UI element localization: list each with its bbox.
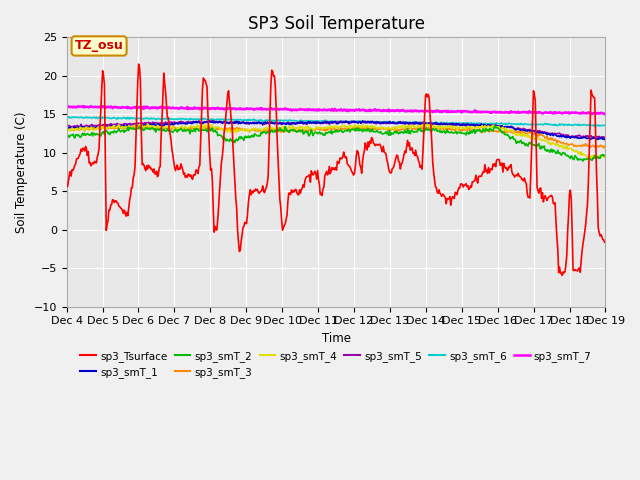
sp3_smT_4 (307, 126, 315, 132)
Line: sp3_smT_2: sp3_smT_2 (67, 126, 605, 161)
sp3_smT_3 (424, 126, 431, 132)
sp3_smT_7 (424, 108, 431, 114)
Line: sp3_smT_1: sp3_smT_1 (67, 121, 605, 140)
sp3_smT_2 (202, 127, 209, 133)
sp3_smT_3 (159, 126, 167, 132)
sp3_Tsurface (159, 94, 167, 99)
sp3_smT_7 (63, 104, 70, 110)
Legend: sp3_Tsurface, sp3_smT_1, sp3_smT_2, sp3_smT_3, sp3_smT_4, sp3_smT_5, sp3_smT_6, : sp3_Tsurface, sp3_smT_1, sp3_smT_2, sp3_… (76, 347, 596, 382)
sp3_smT_5 (202, 120, 209, 125)
Line: sp3_smT_5: sp3_smT_5 (67, 121, 605, 138)
sp3_smT_6 (469, 121, 477, 127)
sp3_smT_1 (63, 125, 70, 131)
sp3_smT_5 (63, 123, 70, 129)
sp3_smT_2 (579, 158, 587, 164)
sp3_smT_5 (424, 121, 431, 127)
Line: sp3_smT_7: sp3_smT_7 (67, 106, 605, 114)
sp3_Tsurface (469, 179, 477, 184)
sp3_Tsurface (602, 239, 609, 244)
sp3_smT_4 (202, 124, 210, 130)
sp3_smT_7 (159, 105, 167, 111)
sp3_smT_5 (158, 120, 166, 126)
Text: TZ_osu: TZ_osu (75, 39, 124, 52)
sp3_smT_3 (602, 143, 609, 148)
sp3_smT_6 (63, 115, 70, 120)
sp3_smT_4 (381, 126, 389, 132)
sp3_smT_6 (381, 119, 389, 125)
Line: sp3_smT_4: sp3_smT_4 (67, 124, 605, 158)
Line: sp3_smT_6: sp3_smT_6 (67, 117, 605, 126)
sp3_smT_6 (307, 118, 315, 124)
sp3_Tsurface (202, 81, 210, 86)
X-axis label: Time: Time (321, 332, 351, 345)
sp3_Tsurface (559, 273, 566, 278)
sp3_smT_6 (65, 114, 72, 120)
sp3_smT_6 (159, 116, 167, 122)
sp3_smT_1 (202, 119, 209, 125)
sp3_smT_4 (469, 125, 477, 131)
sp3_smT_4 (424, 121, 431, 127)
sp3_smT_2 (380, 131, 388, 136)
sp3_smT_3 (600, 145, 607, 151)
sp3_smT_6 (602, 122, 609, 128)
sp3_smT_7 (602, 110, 609, 116)
sp3_smT_1 (158, 121, 166, 127)
sp3_smT_4 (144, 121, 152, 127)
sp3_smT_5 (307, 120, 315, 125)
Y-axis label: Soil Temperature (C): Soil Temperature (C) (15, 111, 28, 233)
sp3_smT_4 (602, 154, 609, 159)
Title: SP3 Soil Temperature: SP3 Soil Temperature (248, 15, 424, 33)
sp3_smT_1 (359, 118, 367, 124)
sp3_smT_2 (491, 123, 499, 129)
sp3_smT_1 (381, 120, 389, 125)
sp3_smT_3 (136, 122, 144, 128)
sp3_smT_5 (590, 135, 598, 141)
sp3_smT_6 (424, 120, 431, 126)
sp3_smT_7 (202, 105, 210, 111)
sp3_smT_3 (202, 126, 210, 132)
sp3_smT_7 (381, 108, 389, 113)
Line: sp3_Tsurface: sp3_Tsurface (67, 64, 605, 276)
sp3_smT_4 (159, 124, 167, 130)
sp3_smT_3 (469, 127, 477, 133)
sp3_smT_2 (602, 152, 609, 157)
sp3_smT_2 (63, 133, 70, 139)
sp3_smT_6 (202, 117, 210, 122)
sp3_smT_6 (590, 123, 598, 129)
sp3_smT_5 (381, 120, 389, 125)
sp3_smT_1 (307, 119, 314, 125)
sp3_Tsurface (63, 184, 70, 190)
sp3_Tsurface (381, 150, 389, 156)
sp3_Tsurface (424, 94, 431, 100)
Line: sp3_smT_3: sp3_smT_3 (67, 125, 605, 148)
sp3_smT_3 (307, 127, 315, 132)
sp3_smT_7 (469, 109, 477, 115)
sp3_Tsurface (135, 61, 143, 67)
sp3_smT_2 (158, 127, 166, 133)
sp3_smT_1 (424, 122, 431, 128)
sp3_smT_3 (63, 126, 70, 132)
sp3_smT_1 (469, 122, 477, 128)
sp3_smT_5 (469, 122, 477, 128)
sp3_smT_3 (381, 126, 389, 132)
sp3_smT_7 (87, 103, 95, 109)
sp3_smT_4 (63, 126, 70, 132)
sp3_smT_5 (209, 118, 217, 124)
sp3_smT_4 (584, 155, 591, 161)
sp3_smT_2 (468, 130, 476, 136)
sp3_smT_2 (422, 125, 430, 131)
sp3_smT_1 (601, 137, 609, 143)
sp3_smT_7 (601, 111, 609, 117)
sp3_smT_5 (602, 134, 609, 140)
sp3_smT_1 (602, 136, 609, 142)
sp3_smT_2 (307, 131, 314, 136)
sp3_Tsurface (307, 168, 315, 174)
sp3_smT_7 (307, 107, 315, 113)
